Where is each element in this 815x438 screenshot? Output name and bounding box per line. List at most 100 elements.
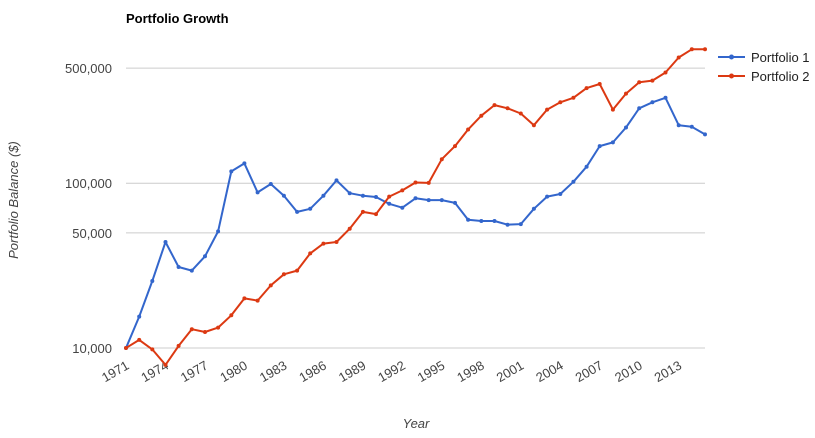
- data-point: [255, 190, 260, 195]
- data-point: [137, 314, 142, 319]
- data-point: [229, 169, 234, 174]
- data-point: [334, 240, 339, 244]
- data-point: [281, 193, 286, 198]
- x-tick-label: 2004: [533, 358, 566, 385]
- data-point: [703, 132, 707, 137]
- data-point: [281, 272, 286, 277]
- data-point: [479, 219, 484, 223]
- y-tick-label: 100,000: [65, 176, 112, 191]
- data-point: [624, 91, 628, 96]
- data-point: [492, 103, 497, 108]
- data-point: [295, 209, 300, 214]
- data-point: [374, 212, 378, 217]
- data-point: [360, 209, 365, 214]
- x-tick-label: 1989: [336, 358, 369, 385]
- legend: Portfolio 1 Portfolio 2: [718, 50, 810, 84]
- data-point: [676, 55, 681, 60]
- data-point: [347, 191, 352, 196]
- series-line: [125, 96, 706, 349]
- x-tick-label: 1995: [415, 358, 448, 385]
- data-point: [439, 157, 444, 162]
- x-tick-label: 1998: [454, 358, 487, 385]
- data-point: [584, 86, 589, 91]
- series-2: [124, 47, 707, 367]
- data-point: [637, 106, 642, 111]
- data-point: [387, 194, 392, 199]
- data-point: [400, 205, 405, 210]
- data-point: [453, 200, 457, 205]
- data-point: [229, 313, 234, 318]
- data-point: [189, 268, 194, 273]
- data-point: [531, 123, 536, 128]
- data-point: [413, 180, 418, 185]
- data-point: [268, 283, 273, 288]
- data-point: [150, 279, 155, 283]
- x-tick-label: 1986: [296, 358, 329, 385]
- data-point: [610, 107, 615, 112]
- data-point: [689, 47, 694, 52]
- data-point: [163, 240, 168, 244]
- legend-label: Portfolio 2: [751, 69, 810, 84]
- x-tick-label: 1992: [375, 358, 408, 385]
- x-tick-label: 1983: [257, 358, 290, 385]
- data-point: [295, 268, 300, 273]
- data-point: [216, 229, 221, 234]
- y-tick-label: 10,000: [72, 341, 112, 356]
- legend-marker: [729, 73, 734, 79]
- y-axis-title: Portfolio Balance ($): [6, 141, 21, 259]
- data-point: [676, 123, 681, 128]
- data-point: [571, 95, 576, 100]
- legend-marker: [729, 54, 734, 60]
- data-point: [176, 343, 181, 348]
- data-point: [321, 193, 326, 198]
- data-point: [189, 327, 194, 332]
- chart-title: Portfolio Growth: [126, 11, 229, 26]
- data-point: [347, 226, 352, 231]
- x-axis-ticks: 1971 1974 1977 1980 1983 1986 1989 1992 1995 1998…: [99, 358, 684, 385]
- data-point: [597, 82, 602, 86]
- x-tick-label: 2007: [573, 358, 606, 385]
- data-point: [334, 178, 339, 183]
- data-point: [531, 206, 536, 211]
- data-point: [360, 193, 365, 198]
- data-point: [466, 217, 471, 222]
- data-point: [637, 80, 642, 85]
- data-point: [610, 140, 615, 145]
- data-point: [650, 78, 655, 83]
- data-point: [308, 251, 313, 256]
- data-point: [584, 164, 589, 169]
- data-point: [426, 180, 431, 185]
- x-tick-label: 1977: [178, 358, 211, 385]
- data-point: [518, 222, 523, 227]
- data-point: [426, 198, 431, 203]
- gridlines: [126, 67, 705, 349]
- series-1: [124, 95, 707, 350]
- data-point: [124, 346, 128, 350]
- data-point: [137, 337, 142, 342]
- legend-label: Portfolio 1: [751, 50, 810, 65]
- data-point: [439, 198, 444, 203]
- data-point: [663, 95, 668, 100]
- data-point: [624, 125, 628, 130]
- data-point: [268, 182, 273, 186]
- data-point: [703, 47, 707, 52]
- series-lines: [124, 47, 707, 367]
- data-point: [321, 241, 326, 246]
- x-tick-label: 2013: [652, 358, 685, 385]
- data-point: [413, 196, 418, 201]
- data-point: [663, 70, 668, 75]
- x-tick-label: 1980: [217, 358, 250, 385]
- data-point: [558, 192, 563, 196]
- data-point: [308, 206, 313, 211]
- data-point: [150, 347, 155, 352]
- data-point: [374, 195, 378, 199]
- data-point: [545, 194, 550, 199]
- x-tick-label: 1974: [138, 358, 171, 385]
- y-tick-label: 50,000: [72, 226, 112, 241]
- data-point: [492, 219, 497, 223]
- data-point: [176, 265, 181, 269]
- x-tick-label: 2001: [494, 358, 527, 385]
- data-point: [505, 106, 510, 111]
- data-point: [203, 330, 207, 334]
- x-tick-label: 2010: [612, 358, 645, 385]
